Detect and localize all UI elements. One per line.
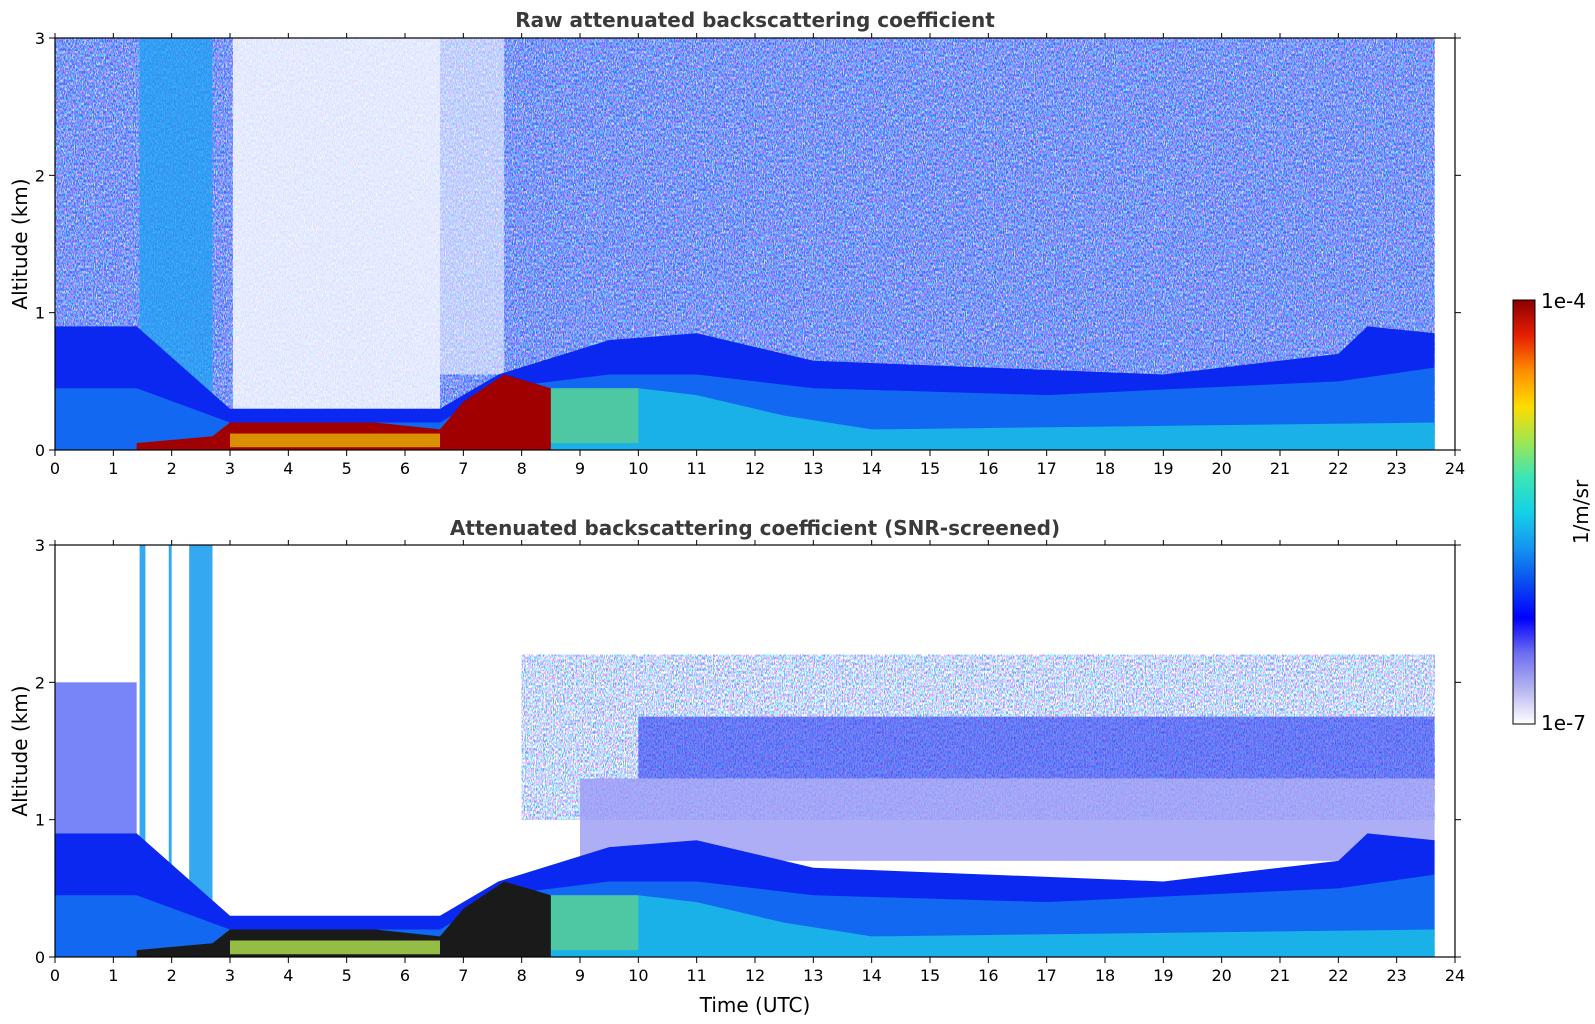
gap-column [145,545,169,916]
colorbar-min-label: 1e-7 [1541,711,1586,735]
y-tick-label: 3 [35,536,45,555]
early-layer [55,682,137,834]
colorbar-gradient [1512,299,1536,725]
x-tick-label: 17 [1036,459,1056,478]
aerosol-layer [463,388,1435,450]
chart-title: Attenuated backscattering coefficient (S… [450,516,1060,540]
colorbar-max-label: 1e-4 [1541,289,1586,313]
y-tick-label: 0 [35,441,45,460]
strong-return-layer [136,374,551,450]
clear-region [232,38,440,409]
x-tick-label: 21 [1270,966,1290,985]
x-tick-label: 12 [745,966,765,985]
x-tick-label: 24 [1445,966,1465,985]
x-tick-label: 0 [50,459,60,478]
clear-region [232,545,440,916]
x-tick-label: 4 [283,459,293,478]
y-axis-label: Altitude (km) [8,178,32,309]
x-tick-label: 3 [225,459,235,478]
axis-ticks: 0 1 2 3 4 5 6 7 8 9 10 11 12 13 14 15 16 17 18 19 20 21 22 23 24… [35,536,1465,985]
x-tick-label: 21 [1270,459,1290,478]
x-tick-label: 6 [400,459,410,478]
x-tick-label: 2 [167,459,177,478]
x-tick-label: 10 [628,966,648,985]
x-tick-label: 20 [1211,966,1231,985]
x-axis-label: Time (UTC) [699,993,811,1017]
y-tick-label: 1 [35,304,45,323]
x-tick-label: 16 [978,966,998,985]
x-tick-label: 8 [517,966,527,985]
x-tick-label: 20 [1211,459,1231,478]
y-tick-label: 2 [35,166,45,185]
colorbar: 1e-4 1e-7 1/m/sr [1512,289,1593,735]
x-tick-label: 18 [1095,459,1115,478]
x-tick-label: 7 [458,459,468,478]
x-tick-label: 7 [458,966,468,985]
x-tick-label: 14 [861,966,881,985]
x-tick-label: 2 [167,966,177,985]
x-tick-label: 19 [1153,966,1173,985]
y-tick-label: 3 [35,29,45,48]
x-tick-label: 12 [745,459,765,478]
y-axis-label: Altitude (km) [8,685,32,816]
aerosol-layer [463,895,1435,957]
x-tick-label: 3 [225,966,235,985]
x-tick-label: 11 [686,459,706,478]
y-tick-label: 0 [35,948,45,967]
x-tick-label: 13 [803,966,823,985]
axis-ticks: 0 1 2 3 4 5 6 7 8 9 10 11 12 13 14 15 16 17 18 19 20 21 22 23 24… [35,29,1465,478]
clear-region [440,545,505,882]
strong-return-layer [136,881,551,957]
x-tick-label: 19 [1153,459,1173,478]
x-tick-label: 0 [50,966,60,985]
x-tick-label: 11 [686,966,706,985]
strong-return-base [230,433,440,448]
x-tick-label: 15 [920,966,940,985]
x-tick-label: 22 [1328,966,1348,985]
cloud-layer [638,716,1435,779]
x-tick-label: 5 [342,966,352,985]
gap-column [171,545,190,916]
x-tick-label: 14 [861,459,881,478]
x-tick-label: 16 [978,459,998,478]
x-tick-label: 5 [342,459,352,478]
x-tick-label: 6 [400,966,410,985]
x-tick-label: 17 [1036,966,1056,985]
x-tick-label: 24 [1445,459,1465,478]
panel-raw: Raw attenuated backscattering coefficien… [8,8,1465,478]
x-tick-label: 1 [108,966,118,985]
y-tick-label: 1 [35,811,45,830]
x-tick-label: 8 [517,459,527,478]
x-tick-label: 15 [920,459,940,478]
x-tick-label: 10 [628,459,648,478]
x-tick-label: 23 [1386,966,1406,985]
heatmap-snr [55,545,1435,957]
chart-title: Raw attenuated backscattering coefficien… [515,8,995,32]
x-tick-label: 13 [803,459,823,478]
colorbar-unit-label: 1/m/sr [1569,479,1593,544]
x-tick-label: 18 [1095,966,1115,985]
clear-region [440,38,505,375]
x-tick-label: 9 [575,459,585,478]
x-tick-label: 4 [283,966,293,985]
x-tick-label: 1 [108,459,118,478]
strong-return-base [230,940,440,955]
x-tick-label: 23 [1386,459,1406,478]
heatmap-raw [55,38,1435,450]
x-tick-label: 22 [1328,459,1348,478]
y-tick-label: 2 [35,673,45,692]
panel-snr-screened: Attenuated backscattering coefficient (S… [8,516,1465,1017]
x-tick-label: 9 [575,966,585,985]
